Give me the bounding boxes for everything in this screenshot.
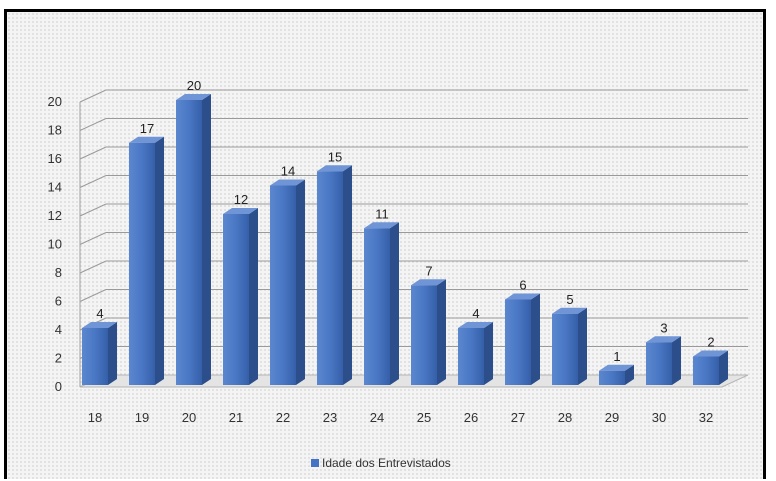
bar-top [176, 94, 211, 100]
data-label: 11 [375, 206, 389, 221]
bar [552, 313, 578, 385]
bar-top [693, 350, 728, 357]
bar [411, 285, 437, 385]
bar-top [129, 136, 164, 143]
bar [270, 185, 296, 385]
x-tick-label: 18 [88, 410, 102, 425]
gridline-depth [79, 232, 107, 245]
x-tick-label: 21 [229, 410, 243, 425]
bar-side [437, 279, 446, 385]
x-tick-label: 26 [464, 410, 478, 425]
y-tick-label: 0 [55, 379, 62, 394]
data-label: 5 [566, 292, 573, 307]
data-label: 14 [281, 164, 295, 179]
bar-side [343, 165, 352, 385]
bar-side [296, 179, 305, 385]
data-label: 4 [472, 306, 479, 321]
bar [317, 171, 343, 385]
bar-side [390, 222, 399, 385]
bar-top [223, 208, 258, 214]
data-label: 17 [140, 121, 154, 136]
y-tick-label: 8 [55, 265, 62, 280]
bar-side [249, 208, 258, 385]
y-tick-label: 6 [55, 294, 62, 309]
bar-side [719, 350, 728, 385]
data-label: 3 [660, 320, 667, 335]
bar [458, 328, 484, 385]
bar-side [578, 307, 587, 385]
gridline-depth [79, 289, 107, 302]
bar [129, 142, 155, 385]
x-tick-label: 23 [323, 410, 337, 425]
data-label: 12 [234, 192, 248, 207]
bar-side [108, 322, 117, 385]
y-tick-label: 16 [48, 151, 62, 166]
y-tick-label: 14 [48, 180, 62, 195]
x-tick-label: 28 [558, 410, 572, 425]
data-label: 6 [519, 278, 526, 293]
bar-top [411, 279, 446, 286]
gridline-depth [79, 146, 107, 160]
gridline-depth [79, 89, 107, 103]
bar-top [364, 222, 399, 229]
legend: Idade dos Entrevistados [311, 456, 451, 470]
y-tick-label: 18 [48, 123, 62, 138]
gridline-depth [79, 175, 107, 188]
x-tick-label: 22 [276, 410, 290, 425]
bar [364, 228, 390, 385]
x-tick-label: 20 [182, 410, 196, 425]
legend-swatch [311, 459, 319, 467]
data-label: 7 [425, 263, 432, 278]
x-tick-label: 27 [511, 410, 525, 425]
bar [646, 342, 672, 385]
gridline-depth [79, 260, 107, 274]
x-tick-label: 32 [699, 410, 713, 425]
legend-label: Idade dos Entrevistados [322, 456, 451, 470]
bar-side [155, 136, 164, 385]
x-tick-label: 19 [135, 410, 149, 425]
data-label: 20 [187, 78, 201, 93]
x-tick-label: 29 [605, 410, 619, 425]
data-label: 15 [328, 149, 342, 164]
data-label: 2 [707, 335, 714, 350]
gridline-depth [79, 203, 107, 217]
x-tick-label: 30 [652, 410, 666, 425]
bar [176, 100, 202, 385]
x-tick-label: 24 [370, 410, 384, 425]
bar [693, 356, 719, 385]
data-label: 4 [96, 306, 103, 321]
bar [82, 328, 108, 385]
y-tick-label: 10 [48, 237, 62, 252]
y-tick-label: 20 [48, 94, 62, 109]
bar [505, 299, 531, 385]
bar-side [672, 336, 681, 385]
y-tick-label: 4 [55, 322, 62, 337]
bar-top [270, 179, 305, 186]
data-label: 1 [613, 349, 620, 364]
bar-top [505, 293, 540, 300]
bar-top [646, 336, 681, 343]
y-tick-label: 2 [55, 351, 62, 366]
bars [82, 94, 728, 385]
bar [223, 214, 249, 385]
bar-side [531, 293, 540, 385]
y-tick-label: 12 [48, 208, 62, 223]
gridline-depth [79, 118, 107, 131]
bar-top [458, 322, 493, 328]
bar-side [625, 364, 634, 385]
bar-top [599, 364, 634, 371]
bar-side [484, 322, 493, 385]
bar-top [317, 165, 352, 172]
bar [599, 370, 625, 385]
x-tick-label: 25 [417, 410, 431, 425]
bar-side [202, 94, 211, 385]
bar-top [82, 322, 117, 328]
bar-top [552, 307, 587, 314]
data-labels: 4 17 20 12 14 15 11 7 4 6 5 1 3 2 [96, 78, 714, 364]
